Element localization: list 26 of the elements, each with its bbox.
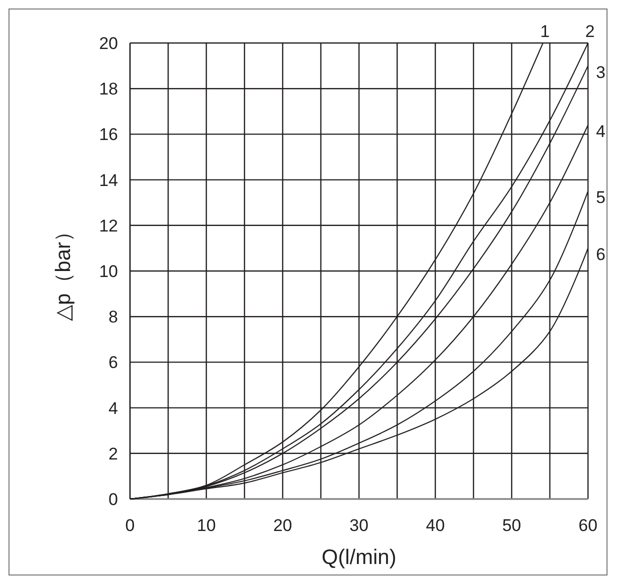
- x-tick-label: 60: [578, 516, 598, 535]
- y-tick-label: 14: [99, 170, 118, 190]
- y-tick-label: 12: [99, 216, 118, 236]
- x-tick-label: 0: [125, 516, 135, 535]
- y-tick-label: 4: [108, 398, 118, 418]
- y-tick-label: 16: [99, 125, 118, 144]
- x-axis-title: Q(l/min): [322, 546, 396, 569]
- series-label: 5: [596, 188, 606, 208]
- x-tick-label: 40: [426, 516, 445, 535]
- y-tick-label: 6: [108, 353, 118, 372]
- x-tick-label: 30: [350, 516, 368, 535]
- y-tick-label: 0: [108, 490, 118, 509]
- series-label: 6: [596, 245, 606, 264]
- series-label: 2: [585, 22, 595, 41]
- x-tick-label: 10: [196, 516, 216, 535]
- y-tick-label: 20: [99, 34, 118, 53]
- series-label: 1: [540, 22, 550, 41]
- series-label: 4: [596, 122, 606, 142]
- series-label: 3: [596, 62, 606, 82]
- y-tick-label: 10: [99, 262, 118, 281]
- y-tick-label: 2: [108, 444, 118, 464]
- x-tick-label: 50: [502, 516, 522, 535]
- y-tick-label: 8: [108, 308, 118, 327]
- y-tick-label: 18: [99, 80, 118, 99]
- y-axis-title: △p（bar）: [52, 220, 75, 322]
- x-tick-label: 20: [273, 516, 292, 535]
